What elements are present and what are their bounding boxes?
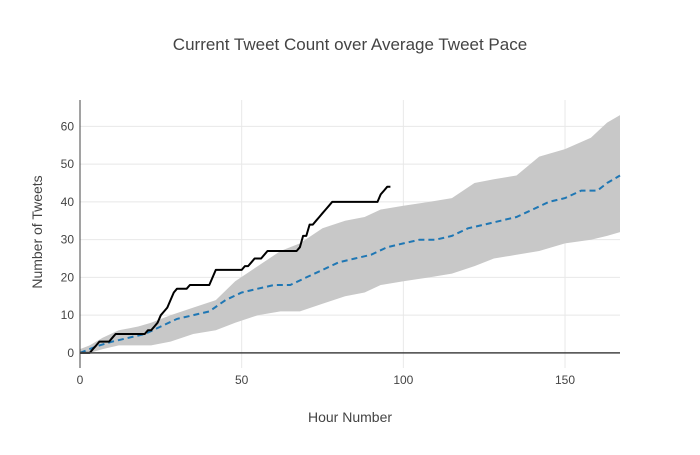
- axes: [79, 100, 620, 368]
- confidence-band-layer: [80, 115, 620, 353]
- x-tick-label: 50: [235, 373, 249, 387]
- y-axis-label: Number of Tweets: [29, 175, 45, 288]
- current-count-layer: [80, 185, 391, 354]
- y-tick-label: 20: [61, 270, 75, 284]
- current-count-line: [80, 185, 391, 354]
- average-pace-line: [79, 174, 621, 354]
- y-tick-label: 60: [61, 119, 75, 133]
- x-tick-label: 0: [77, 373, 84, 387]
- y-tick-label: 10: [61, 308, 75, 322]
- x-tick-label: 150: [555, 373, 575, 387]
- average-pace-layer: [79, 174, 621, 354]
- y-tick-label: 40: [61, 195, 75, 209]
- y-tick-label: 0: [67, 346, 74, 360]
- x-tick-label: 100: [393, 373, 413, 387]
- confidence-band: [80, 115, 620, 353]
- tick-labels: 0 10 20 30 40 50 60 0 50 100 150: [61, 119, 576, 387]
- x-axis-label: Hour Number: [308, 409, 392, 425]
- chart-title: Current Tweet Count over Average Tweet P…: [173, 35, 527, 54]
- y-tick-label: 50: [61, 157, 75, 171]
- y-tick-label: 30: [61, 233, 75, 247]
